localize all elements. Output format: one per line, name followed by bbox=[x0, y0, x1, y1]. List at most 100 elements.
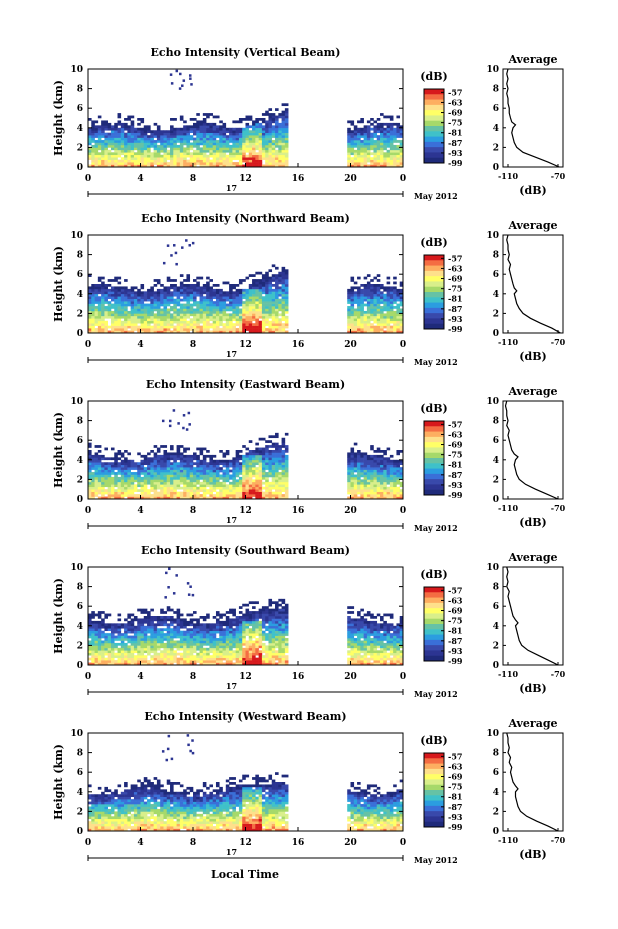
heatmap-cell bbox=[147, 474, 151, 478]
heatmap-cell bbox=[127, 164, 131, 168]
heatmap-cell bbox=[179, 159, 184, 163]
heatmap-cell bbox=[232, 491, 236, 495]
heatmap-cell bbox=[104, 323, 108, 326]
heatmap-cell bbox=[130, 613, 135, 617]
heatmap-cell bbox=[88, 623, 92, 627]
heatmap-cell bbox=[261, 467, 266, 470]
heatmap-cell bbox=[219, 486, 223, 490]
heatmap-cell bbox=[114, 628, 118, 631]
heatmap-cell bbox=[140, 325, 145, 329]
heatmap-cell bbox=[130, 459, 135, 463]
heatmap-cell bbox=[107, 303, 112, 307]
heatmap-cell bbox=[140, 645, 145, 649]
heatmap-cell bbox=[225, 491, 230, 495]
heatmap-cell bbox=[166, 279, 171, 282]
heatmap-cell bbox=[91, 635, 95, 639]
heatmap-cell bbox=[176, 301, 181, 304]
x-tick-label: 12 bbox=[239, 340, 252, 350]
heatmap-cell bbox=[215, 310, 220, 314]
heatmap-cell bbox=[258, 308, 263, 312]
heatmap-cell bbox=[117, 618, 122, 622]
heatmap-cell bbox=[389, 132, 394, 136]
heatmap-cell bbox=[383, 450, 387, 453]
heatmap-cell bbox=[265, 135, 269, 138]
heatmap-cell bbox=[373, 157, 378, 160]
heatmap-cell bbox=[278, 137, 282, 141]
heatmap-cell bbox=[350, 306, 355, 309]
heatmap-cell bbox=[225, 159, 230, 163]
heatmap-cell bbox=[196, 286, 200, 290]
heatmap-cell bbox=[147, 464, 151, 468]
heatmap-cell bbox=[284, 115, 289, 119]
heatmap-cell bbox=[117, 655, 122, 658]
heatmap-cell bbox=[193, 149, 197, 153]
heatmap-cell bbox=[183, 494, 187, 497]
heatmap-cell bbox=[117, 491, 122, 495]
heatmap-cell bbox=[242, 320, 246, 324]
heatmap-cell bbox=[380, 286, 384, 290]
heatmap-cell bbox=[94, 625, 99, 629]
heatmap-cell bbox=[252, 474, 256, 478]
heatmap-cell bbox=[393, 296, 397, 299]
heatmap-cell bbox=[225, 157, 230, 160]
heatmap-cell bbox=[133, 484, 138, 488]
heatmap-cell bbox=[363, 462, 368, 465]
heatmap-cell bbox=[225, 474, 230, 478]
heatmap-cell bbox=[386, 496, 391, 500]
heatmap-cell bbox=[143, 630, 148, 634]
heatmap-cell bbox=[278, 140, 282, 143]
heatmap-cell bbox=[189, 308, 194, 312]
heatmap-cell bbox=[278, 484, 282, 488]
heatmap-cell bbox=[202, 474, 207, 478]
heatmap-cell bbox=[281, 452, 286, 456]
heatmap-cell bbox=[278, 152, 282, 156]
heatmap-cell bbox=[147, 630, 151, 634]
heatmap-cell bbox=[229, 318, 233, 322]
heatmap-cell bbox=[389, 125, 394, 129]
heatmap-cell bbox=[170, 284, 174, 287]
heatmap-cell bbox=[373, 159, 378, 163]
heatmap-cell bbox=[114, 303, 118, 307]
heatmap-cell bbox=[396, 140, 401, 143]
heatmap-cell bbox=[248, 491, 253, 495]
colorbar-segment bbox=[424, 489, 444, 493]
heatmap-cell bbox=[150, 310, 154, 314]
heatmap-cell bbox=[242, 313, 246, 317]
heatmap-cell bbox=[225, 306, 230, 309]
heatmap-cell bbox=[215, 320, 220, 324]
heatmap-cell bbox=[127, 159, 131, 163]
heatmap-cell bbox=[117, 137, 122, 141]
heatmap-cell bbox=[245, 125, 250, 129]
heatmap-cell bbox=[238, 157, 243, 160]
heatmap-cell bbox=[373, 276, 378, 280]
heatmap-cell bbox=[235, 135, 240, 138]
heatmap-cell bbox=[248, 469, 253, 473]
heatmap-cell bbox=[117, 318, 122, 322]
average-profile-line bbox=[506, 68, 560, 168]
heatmap-cell bbox=[284, 127, 289, 131]
colorbar-segment bbox=[424, 476, 444, 480]
heatmap-cell bbox=[212, 467, 217, 470]
heatmap-cell bbox=[170, 142, 174, 146]
heatmap-cell bbox=[186, 132, 191, 136]
heatmap-cell bbox=[178, 87, 182, 90]
heatmap-cell bbox=[173, 489, 177, 492]
heatmap-cell bbox=[222, 469, 227, 473]
heatmap-cell bbox=[101, 315, 105, 319]
heatmap-cell bbox=[202, 484, 207, 488]
heatmap-cell bbox=[252, 164, 256, 168]
heatmap-cell bbox=[168, 419, 172, 423]
heatmap-cell bbox=[268, 154, 273, 158]
heatmap-cell bbox=[124, 152, 128, 156]
heatmap-cell bbox=[176, 484, 181, 488]
heatmap-cell bbox=[199, 469, 204, 473]
heatmap-cell bbox=[88, 457, 92, 461]
heatmap-cell bbox=[347, 135, 351, 138]
heatmap-cell bbox=[242, 306, 246, 309]
heatmap-cell bbox=[284, 457, 289, 461]
heatmap-cell bbox=[199, 328, 204, 331]
heatmap-cell bbox=[117, 152, 122, 156]
heatmap-cell bbox=[193, 474, 197, 478]
heatmap-cell bbox=[117, 633, 122, 636]
heatmap-cell bbox=[393, 464, 397, 468]
